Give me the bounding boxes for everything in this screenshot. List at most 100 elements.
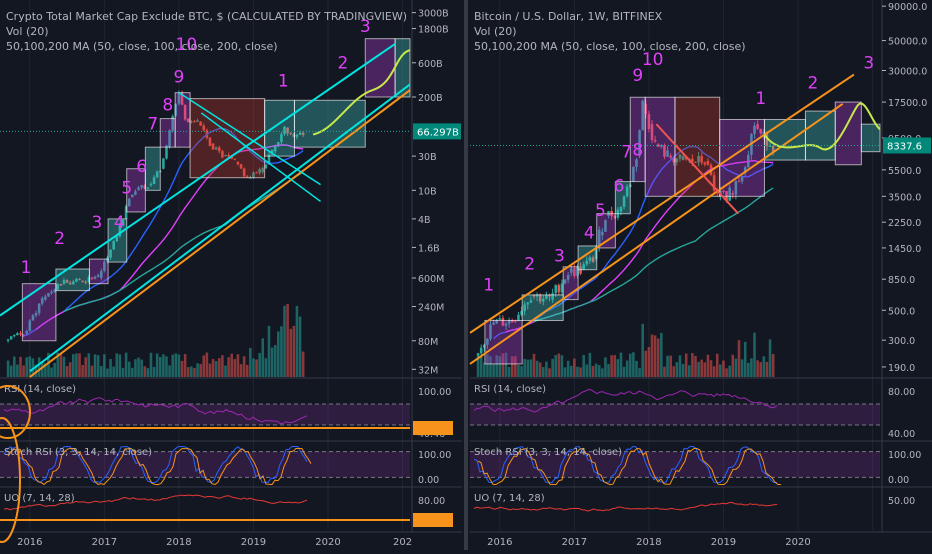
- volume-bar: [712, 366, 716, 377]
- volume-bar: [635, 360, 638, 377]
- candle-body: [193, 121, 196, 123]
- volume-bar: [582, 354, 585, 377]
- volume-bar: [177, 354, 181, 377]
- volume-bar: [127, 361, 131, 377]
- volume-bar: [124, 352, 128, 377]
- volume-bar: [663, 366, 666, 377]
- volume-bar: [155, 353, 159, 377]
- volume-bar: [660, 332, 663, 377]
- candle-body: [517, 314, 520, 322]
- volume-bar: [753, 332, 756, 377]
- candle-body: [576, 266, 579, 276]
- panel-divider: [464, 0, 468, 550]
- volume-bar: [72, 354, 75, 377]
- wave-label-13: 3: [360, 17, 371, 37]
- volume-bar: [628, 353, 632, 377]
- candle-body: [252, 172, 255, 178]
- wave-label-10: 10: [176, 35, 198, 55]
- volume-bar: [545, 361, 548, 377]
- price-tick-label: 600M: [418, 274, 444, 285]
- candle-body: [529, 300, 533, 303]
- candle-body: [90, 277, 94, 279]
- volume-bar: [202, 355, 206, 377]
- candle-body: [483, 344, 486, 348]
- wave-boxes: [21, 38, 411, 342]
- wave-label-11: 1: [278, 72, 289, 92]
- candle-body: [196, 120, 199, 122]
- candle-body: [180, 92, 184, 105]
- wave-box: [834, 101, 862, 166]
- osc-tick-label: 80.00: [418, 496, 445, 507]
- volume-bar: [53, 363, 56, 377]
- volume-bar: [140, 359, 143, 377]
- volume-bar: [722, 360, 725, 377]
- volume-bar: [731, 354, 735, 377]
- osc-tick-label: 80.00: [888, 387, 915, 398]
- price-tick-label: 200B: [418, 93, 443, 104]
- volume-bar: [270, 347, 274, 377]
- volume-bar: [152, 366, 156, 377]
- downtrend-line-1: [178, 92, 321, 186]
- candle-body: [582, 264, 585, 270]
- candle-body: [140, 185, 143, 188]
- wave-box: [674, 96, 721, 197]
- time-tick-label: 2018: [166, 537, 191, 548]
- candle-body: [734, 181, 738, 195]
- uo-pane: [473, 501, 778, 512]
- volume-bar: [289, 328, 293, 377]
- uo-orange-tag: [413, 513, 453, 527]
- candle-body: [660, 145, 663, 147]
- volume-bar: [84, 357, 88, 377]
- time-tick-label: 202: [393, 537, 412, 548]
- candle-body: [492, 322, 495, 325]
- ma200-line: [63, 171, 304, 313]
- volume-bar: [261, 338, 265, 377]
- wave-box: [629, 96, 646, 183]
- candle-body: [264, 164, 268, 169]
- osc-line: [3, 445, 308, 484]
- volume-bar: [239, 364, 243, 377]
- volume-bar: [68, 362, 72, 377]
- volume-bar: [277, 331, 280, 377]
- wave-label-2: 2: [54, 229, 65, 249]
- candle-body: [635, 159, 638, 167]
- volume-bar: [171, 354, 174, 377]
- candle-body: [155, 171, 159, 178]
- osc-tick-label: 100.00: [418, 450, 451, 461]
- volume-bar: [81, 364, 84, 377]
- candle-body: [647, 114, 651, 130]
- wave-box: [264, 99, 295, 157]
- candle-body: [731, 193, 735, 195]
- volume-bar: [115, 353, 119, 377]
- volume-bar: [211, 358, 215, 377]
- time-tick-label: 2019: [241, 537, 266, 548]
- upper-channel-line: [469, 73, 855, 334]
- volume-bar: [709, 360, 713, 377]
- volume-bar: [554, 355, 558, 377]
- candle-body: [171, 116, 174, 131]
- downtrend-line-2: [200, 112, 321, 203]
- candle-body: [143, 185, 147, 189]
- candle-body: [56, 284, 60, 290]
- price-tick-label: 1450.0: [888, 244, 921, 255]
- price-tick-label: 300.0: [888, 336, 915, 347]
- volume-bar: [221, 355, 224, 377]
- volume-bar: [56, 352, 60, 377]
- volume-bar: [118, 354, 122, 377]
- stoch-rsi-pane: [470, 445, 880, 486]
- wave-box: [159, 118, 176, 148]
- candle-body: [569, 268, 573, 273]
- candle-body: [149, 184, 153, 186]
- stoch-rsi-pane: [0, 445, 410, 486]
- candle-body: [267, 154, 271, 165]
- volume-bar: [725, 368, 728, 377]
- candle-body: [9, 336, 13, 340]
- price-tick-label: 90000.0: [888, 2, 927, 13]
- volume-bar: [31, 358, 35, 377]
- candle-body: [242, 168, 246, 177]
- volume-bar: [566, 360, 570, 377]
- candle-body: [476, 353, 480, 356]
- candle-body: [87, 277, 91, 283]
- candle-body: [131, 194, 134, 198]
